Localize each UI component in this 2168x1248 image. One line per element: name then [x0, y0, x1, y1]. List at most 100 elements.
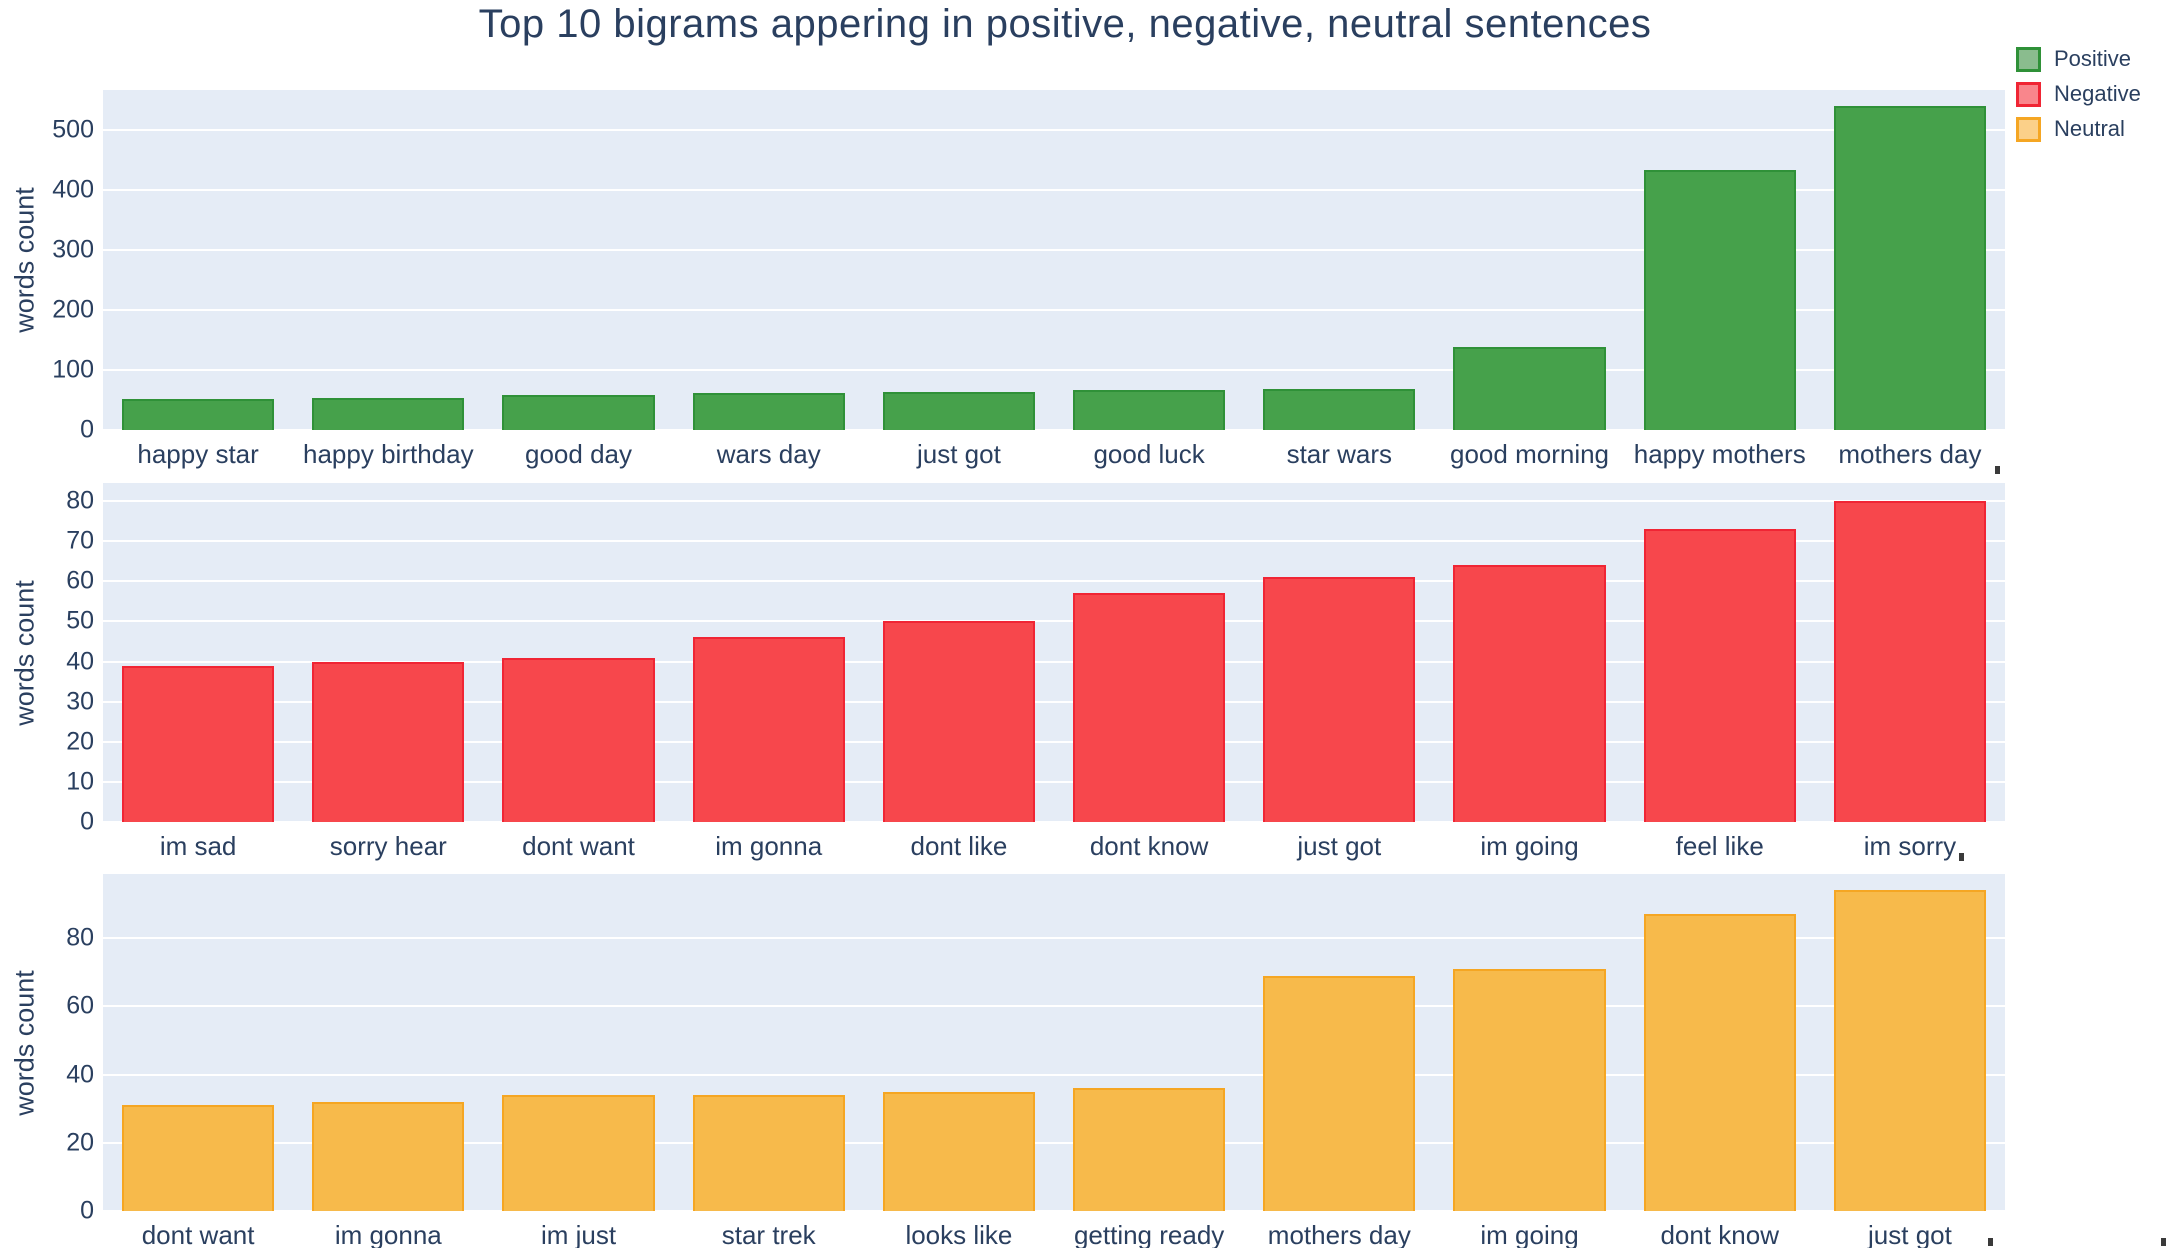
bar-neutral-dont-want[interactable] — [122, 1105, 275, 1211]
x-tick-label: im sorry — [1863, 831, 1957, 861]
bar-negative-dont-like[interactable] — [882, 621, 1035, 822]
bar-negative-just-got[interactable] — [1263, 577, 1416, 822]
bar-slot — [864, 90, 1054, 430]
x-tick-label: getting ready — [1073, 1220, 1225, 1248]
x-tick-label: im gonna — [715, 831, 823, 861]
bar-positive-happy-star[interactable] — [122, 398, 275, 430]
bar-neutral-im-just[interactable] — [502, 1095, 655, 1211]
gridline — [103, 740, 2005, 743]
bar-slot — [293, 874, 483, 1211]
gridline — [103, 1073, 2005, 1076]
y-tick-label: 60 — [66, 566, 94, 595]
x-tick-label: dont know — [1089, 831, 1209, 861]
bar-negative-im-gonna[interactable] — [692, 637, 845, 822]
bar-slot — [1815, 483, 2005, 822]
bar-slot — [103, 483, 293, 822]
bar-positive-wars-day[interactable] — [692, 393, 845, 430]
artifact-mark — [1959, 853, 1964, 861]
bar-slot — [864, 483, 1054, 822]
legend-item-negative[interactable]: Negative — [2016, 81, 2141, 107]
bar-negative-dont-know[interactable] — [1073, 593, 1226, 822]
bar-neutral-star-trek[interactable] — [692, 1095, 845, 1211]
bar-neutral-im-gonna[interactable] — [312, 1101, 465, 1211]
bar-slot — [1054, 90, 1244, 430]
bar-neutral-im-going[interactable] — [1453, 968, 1606, 1211]
y-tick-label: 0 — [80, 415, 94, 444]
bar-slot — [1625, 483, 1815, 822]
bar-negative-dont-want[interactable] — [502, 657, 655, 822]
negative-swatch-icon — [2016, 81, 2041, 107]
x-tick-label: wars day — [716, 439, 821, 469]
y-tick-label: 80 — [66, 486, 94, 515]
x-tick-label: im going — [1480, 831, 1579, 861]
bar-positive-good-morning[interactable] — [1453, 346, 1606, 430]
bar-slot — [864, 874, 1054, 1211]
y-tick-label: 30 — [66, 687, 94, 716]
plot-area — [103, 874, 2005, 1211]
bar-slot — [103, 90, 293, 430]
gridline — [103, 821, 2005, 822]
bar-neutral-dont-know[interactable] — [1643, 914, 1796, 1211]
x-tick-label: dont know — [1660, 1220, 1779, 1248]
bar-positive-mothers-day[interactable] — [1833, 106, 1986, 430]
x-tick-label: happy mothers — [1633, 439, 1806, 469]
bar-slot — [483, 483, 673, 822]
bar-neutral-looks-like[interactable] — [882, 1091, 1035, 1211]
bar-slot — [1434, 90, 1624, 430]
y-tick-label: 300 — [52, 235, 94, 264]
artifact-mark — [1988, 1238, 1993, 1246]
chart-title: Top 10 bigrams appering in positive, neg… — [478, 2, 1652, 46]
bar-neutral-mothers-day[interactable] — [1263, 975, 1416, 1211]
bars-container — [103, 90, 2005, 430]
legend-label: Positive — [2054, 46, 2132, 71]
x-tick-label: happy star — [137, 439, 259, 469]
y-tick-label: 60 — [66, 991, 94, 1020]
x-tick-label: sorry hear — [329, 831, 447, 861]
bar-slot — [674, 874, 864, 1211]
x-tick-label: im just — [540, 1220, 617, 1248]
bar-negative-sorry-hear[interactable] — [312, 661, 465, 822]
bar-negative-im-sad[interactable] — [122, 665, 275, 822]
x-tick-label: feel like — [1675, 831, 1764, 861]
bar-slot — [1244, 874, 1434, 1211]
bar-slot — [1815, 90, 2005, 430]
bar-negative-feel-like[interactable] — [1643, 529, 1796, 822]
x-tick-label: dont want — [141, 1220, 255, 1248]
bar-negative-im-sorry[interactable] — [1833, 501, 1986, 822]
bar-positive-good-luck[interactable] — [1073, 390, 1226, 430]
subplot-negative: words count 0 10 20 30 40 50 60 70 80 im sad sorr… — [10, 483, 2005, 861]
y-tick-label: 20 — [66, 1128, 94, 1157]
bar-positive-just-got[interactable] — [882, 392, 1035, 430]
bars-container — [103, 874, 2005, 1211]
bar-positive-good-day[interactable] — [502, 395, 655, 430]
bar-slot — [674, 90, 864, 430]
bar-slot — [1815, 874, 2005, 1211]
y-tick-label: 0 — [80, 1196, 94, 1225]
x-tick-label: looks like — [905, 1220, 1013, 1248]
legend-item-positive[interactable]: Positive — [2016, 46, 2141, 72]
bar-neutral-just-got[interactable] — [1833, 890, 1986, 1211]
bar-positive-happy-birthday[interactable] — [312, 397, 465, 430]
gridline — [103, 1141, 2005, 1144]
x-tick-label: good morning — [1450, 439, 1610, 469]
bar-negative-im-going[interactable] — [1453, 565, 1606, 822]
y-tick-label: 200 — [52, 295, 94, 324]
y-tick-label: 100 — [52, 355, 94, 384]
x-tick-label: mothers day — [1838, 439, 1982, 469]
y-tick-label: 80 — [66, 923, 94, 952]
bar-positive-happy-mothers[interactable] — [1643, 170, 1796, 430]
x-tick-label: im going — [1480, 1220, 1579, 1248]
bar-neutral-getting-ready[interactable] — [1073, 1088, 1226, 1211]
plot-area — [103, 90, 2005, 430]
x-tick-label: happy birthday — [303, 439, 474, 469]
gridline — [103, 189, 2005, 192]
y-axis-ticks: 0 20 40 60 80 — [4, 874, 94, 1225]
gridline — [103, 580, 2005, 583]
legend-item-neutral[interactable]: Neutral — [2016, 116, 2141, 142]
gridline — [103, 700, 2005, 703]
x-axis-labels: happy star happy birthday good day wars day… — [103, 430, 2005, 470]
bar-positive-star-wars[interactable] — [1263, 389, 1416, 430]
y-tick-label: 20 — [66, 727, 94, 756]
gridline — [103, 500, 2005, 503]
